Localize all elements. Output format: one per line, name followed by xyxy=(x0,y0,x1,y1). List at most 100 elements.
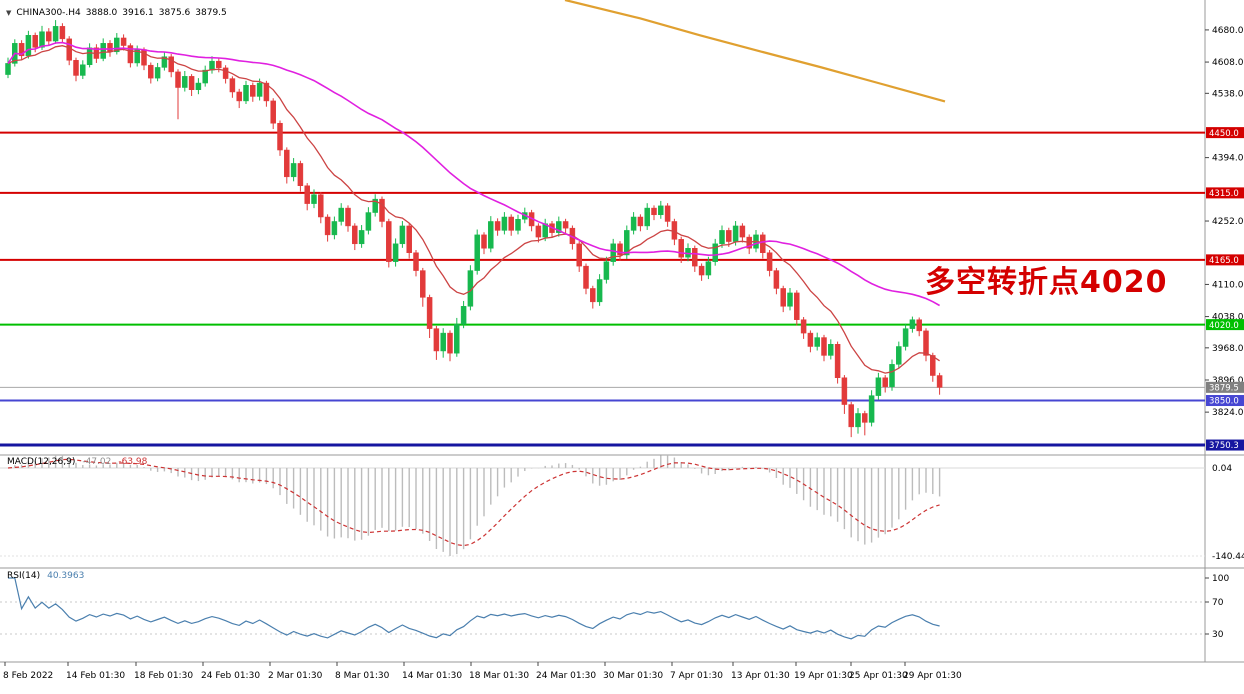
candle-body xyxy=(712,243,718,262)
time-axis-label: 19 Apr 01:30 xyxy=(794,671,853,681)
macd-signal-value: -63.98 xyxy=(118,457,148,467)
candle-body xyxy=(195,82,202,90)
candle-body xyxy=(5,63,11,75)
candle-body xyxy=(107,43,113,53)
price-axis-label: 4680.0 xyxy=(1212,26,1244,36)
candle-body xyxy=(372,198,378,213)
candle-body xyxy=(800,319,807,334)
annotation-text[interactable]: 多空转折点4020 xyxy=(925,265,1168,300)
price-axis-label: 4394.0 xyxy=(1212,154,1244,164)
symbol-name: CHINA300-.H4 xyxy=(16,8,81,18)
time-axis-label: 18 Feb 01:30 xyxy=(134,671,193,681)
price-axis-label: 4110.0 xyxy=(1212,280,1244,290)
rsi-axis-label: 100 xyxy=(1212,574,1229,584)
price-axis-label: 3968.0 xyxy=(1212,344,1244,354)
candle-body xyxy=(814,337,820,347)
rsi-axis-label: 30 xyxy=(1212,630,1224,640)
time-axis-label: 14 Feb 01:30 xyxy=(66,671,125,681)
price-axis-label: 4252.0 xyxy=(1212,217,1244,227)
candle-body xyxy=(501,216,508,231)
current-price-label: 3879.5 xyxy=(1209,384,1239,394)
candle-body xyxy=(318,194,324,218)
ohlc-close: 3879.5 xyxy=(195,8,227,18)
candle-body xyxy=(80,64,86,76)
time-axis-label: 24 Mar 01:30 xyxy=(536,671,596,681)
candle-body xyxy=(719,230,725,245)
candle-body xyxy=(420,270,426,298)
macd-name: MACD(12,26,9) xyxy=(7,457,76,467)
candle-body xyxy=(243,85,249,102)
candle-body xyxy=(488,221,494,249)
candle-body xyxy=(896,346,902,365)
candle-body xyxy=(86,47,93,65)
candle-body xyxy=(399,225,406,245)
candle-body xyxy=(127,45,134,64)
level-price-box xyxy=(1206,187,1244,199)
candle-body xyxy=(433,328,440,352)
symbol-marker-icon: ▼ xyxy=(6,8,12,17)
candle-body xyxy=(168,56,174,73)
candle-body xyxy=(290,163,297,178)
candle-body xyxy=(331,221,338,236)
candle-body xyxy=(630,216,637,231)
candle-body xyxy=(603,261,610,280)
level-price-box xyxy=(1206,439,1244,451)
macd-signal-line xyxy=(7,458,940,547)
time-axis-label: 8 Mar 01:30 xyxy=(335,671,390,681)
candle-body xyxy=(664,205,671,222)
candle-body xyxy=(902,328,909,347)
candle-body xyxy=(120,37,127,46)
level-price-label: 4165.0 xyxy=(1209,256,1239,266)
candle-body xyxy=(100,43,106,59)
time-axis-label: 2 Mar 01:30 xyxy=(268,671,323,681)
candle-body xyxy=(406,225,412,253)
candle-body xyxy=(161,56,168,68)
candle-body xyxy=(66,38,72,61)
time-axis-label: 14 Mar 01:30 xyxy=(402,671,462,681)
candle-body xyxy=(297,163,304,187)
candle-body xyxy=(440,332,446,352)
candle-body xyxy=(705,261,712,276)
time-axis-label: 8 Feb 2022 xyxy=(3,671,53,681)
price-axis-label: 4608.0 xyxy=(1212,58,1244,68)
candle-body xyxy=(188,76,195,90)
candle-body xyxy=(739,225,746,238)
candle-body xyxy=(39,31,45,48)
ohlc-open: 3888.0 xyxy=(85,8,118,18)
candle-body xyxy=(882,377,888,387)
candle-body xyxy=(222,67,229,79)
candle-body xyxy=(352,225,358,245)
candle-body xyxy=(923,330,929,356)
candle-body xyxy=(426,297,433,329)
candle-body xyxy=(828,344,834,356)
candle-body xyxy=(481,234,487,249)
ma-fast-line xyxy=(7,45,940,374)
level-price-box xyxy=(1206,319,1244,331)
candle-body xyxy=(114,37,120,53)
ma-slow-line xyxy=(7,41,940,307)
candle-body xyxy=(324,216,331,236)
candle-body xyxy=(460,306,467,325)
candle-body xyxy=(59,26,66,40)
candle-body xyxy=(773,270,780,289)
candle-body xyxy=(154,67,161,79)
trendline[interactable] xyxy=(564,0,946,103)
candle-body xyxy=(494,221,501,231)
price-axis-label: 4538.0 xyxy=(1212,89,1244,99)
candle-body xyxy=(148,64,154,79)
time-axis-label: 25 Apr 01:30 xyxy=(849,671,908,681)
candle-body xyxy=(726,230,732,242)
macd-indicator-label: MACD(12,26,9) -47.02 -63.98 xyxy=(7,457,147,467)
candle-body xyxy=(386,221,392,262)
level-price-label: 4450.0 xyxy=(1209,129,1239,139)
price-axis-label: 3896.0 xyxy=(1212,376,1244,386)
candle-body xyxy=(617,243,623,256)
candle-body xyxy=(454,323,460,354)
candle-body xyxy=(311,194,317,204)
rsi-line xyxy=(8,577,940,640)
candle-body xyxy=(834,344,841,379)
level-price-box xyxy=(1206,127,1244,139)
candle-body xyxy=(46,31,52,42)
candle-body xyxy=(474,234,480,271)
